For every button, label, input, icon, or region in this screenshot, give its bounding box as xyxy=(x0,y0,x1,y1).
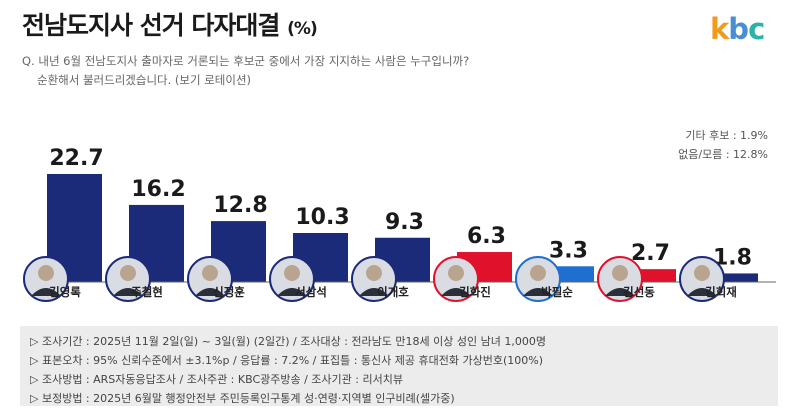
avatar-head-5 xyxy=(366,265,382,281)
avatar-head-9 xyxy=(694,265,710,281)
others-line-2: 없음/모름 : 12.8% xyxy=(678,148,768,161)
value-label-7: 3.3 xyxy=(549,238,588,263)
others-box: 기타 후보 : 1.9% 없음/모름 : 12.8% xyxy=(678,126,768,164)
survey-question: Q. 내년 6월 전남도지사 출마자로 거론되는 후보군 중에서 가장 지지하는… xyxy=(22,52,469,90)
note-line-1: ▷ 조사기간 : 2025년 11월 2일(일) ~ 3일(월) (2일간) /… xyxy=(30,335,546,348)
question-line-2: 순환해서 불러드리겠습니다. (보기 로테이션) xyxy=(37,73,252,87)
avatar-head-4 xyxy=(284,265,300,281)
value-label-3: 12.8 xyxy=(213,193,267,218)
note-line-4: ▷ 보정방법 : 2025년 6월말 행정안전부 주민등록인구통계 성·연령·지… xyxy=(30,392,455,405)
value-label-4: 10.3 xyxy=(295,205,349,230)
note-line-2: ▷ 표본오차 : 95% 신뢰수준에서 ±3.1%p / 응답률 : 7.2% … xyxy=(30,354,543,367)
value-label-5: 9.3 xyxy=(385,210,424,235)
title-text: 전남도지사 선거 다자대결 xyxy=(22,11,280,40)
value-label-6: 6.3 xyxy=(467,224,506,249)
avatar-body-9 xyxy=(687,288,717,296)
avatar-body-3 xyxy=(195,288,225,296)
title-unit: (%) xyxy=(287,19,318,39)
value-label-8: 2.7 xyxy=(631,241,670,266)
name-label-1: 김영록 xyxy=(49,285,81,299)
value-label-1: 22.7 xyxy=(49,146,103,171)
name-label-3: 신정훈 xyxy=(213,285,245,299)
survey-notes: ▷ 조사기간 : 2025년 11월 2일(일) ~ 3일(월) (2일간) /… xyxy=(20,326,778,406)
avatar-body-5 xyxy=(359,288,389,296)
avatar-body-6 xyxy=(441,288,471,296)
name-label-8: 김선동 xyxy=(623,285,655,299)
avatar-head-1 xyxy=(38,265,54,281)
avatar-head-3 xyxy=(202,265,218,281)
name-label-5: 이개호 xyxy=(377,285,409,299)
chart-title: 전남도지사 선거 다자대결 (%) xyxy=(22,6,318,42)
others-line-1: 기타 후보 : 1.9% xyxy=(685,129,768,142)
avatar-head-2 xyxy=(120,265,136,281)
avatar-head-6 xyxy=(448,265,464,281)
name-label-7: 박필순 xyxy=(541,285,573,299)
avatar-body-1 xyxy=(31,288,61,296)
avatar-body-7 xyxy=(523,288,553,296)
name-label-2: 주철현 xyxy=(131,285,163,299)
avatar-body-8 xyxy=(605,288,635,296)
bar-9 xyxy=(703,273,758,282)
kbc-logo: kbc xyxy=(710,12,765,46)
value-label-2: 16.2 xyxy=(131,177,185,202)
avatar-head-7 xyxy=(530,265,546,281)
name-label-6: 김화진 xyxy=(459,285,491,299)
avatar-body-2 xyxy=(113,288,143,296)
question-line-1: Q. 내년 6월 전남도지사 출마자로 거론되는 후보군 중에서 가장 지지하는… xyxy=(22,54,470,68)
name-label-9: 김회재 xyxy=(705,285,737,299)
note-line-3: ▷ 조사방법 : ARS자동응답조사 / 조사주관 : KBC광주방송 / 조사… xyxy=(30,373,403,386)
avatar-head-8 xyxy=(612,265,628,281)
name-label-4: 서삼석 xyxy=(295,285,327,299)
avatar-body-4 xyxy=(277,288,307,296)
